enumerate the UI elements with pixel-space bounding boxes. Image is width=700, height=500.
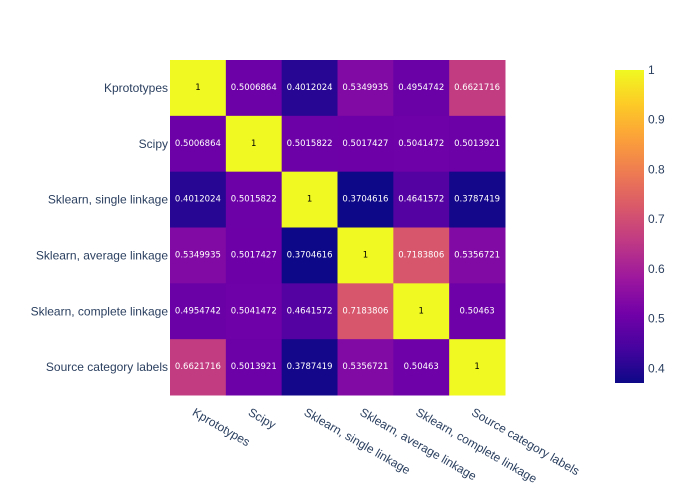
colorbar-tick-labels: 0.4 0.5 0.6 0.7 0.8 0.9 1	[648, 63, 665, 375]
heatmap-cell	[225, 115, 283, 173]
colorbar-tick-label: 0.6	[648, 262, 665, 276]
heatmap-cell-label: 0.5013921	[231, 362, 277, 372]
heatmap-cell	[393, 227, 450, 284]
heatmap-cell	[170, 283, 227, 340]
heatmap-cell-label: 0.5041472	[231, 306, 277, 316]
heatmap-cell	[170, 171, 227, 228]
heatmap-cell	[225, 227, 283, 284]
heatmap-cell	[337, 283, 394, 340]
heatmap-cell-label: 0.4641572	[287, 306, 333, 316]
heatmap-cell-label: 1	[195, 83, 200, 93]
colorbar-tick-label: 0.9	[648, 113, 665, 127]
heatmap-cell-label: 0.4954742	[398, 83, 444, 93]
heatmap-cell-label: 0.5006864	[175, 139, 221, 149]
y-tick-label: Sklearn, average linkage	[36, 248, 168, 262]
heatmap-cell	[225, 171, 283, 228]
heatmap-cell	[281, 60, 338, 117]
heatmap-cell	[337, 171, 394, 228]
heatmap-cell-label: 0.5356721	[454, 250, 500, 260]
heatmap-cell	[337, 60, 394, 117]
heatmap-cell-label: 1	[419, 306, 424, 316]
heatmap-cell-label: 0.4012024	[175, 195, 221, 205]
heatmap-cell	[337, 227, 394, 284]
heatmap-cell	[393, 283, 450, 340]
colorbar-tick-label: 0.5	[648, 312, 665, 326]
heatmap-cell	[449, 283, 506, 340]
heatmap-cell-label: 0.5349935	[175, 250, 221, 260]
heatmap-cell-label: 0.5006864	[231, 83, 277, 93]
heatmap-cell-labels: 1 0.5006864 0.4012024 0.5349935 0.4954742 0.6…	[175, 83, 500, 372]
heatmap-cell	[170, 227, 227, 284]
x-tick-label: Kprototypes	[190, 405, 252, 449]
heatmap-cell-label: 0.3704616	[287, 250, 333, 260]
y-tick-label: Source category labels	[46, 360, 168, 374]
heatmap-cell	[449, 227, 506, 284]
heatmap-cell	[225, 60, 283, 117]
y-tick-label: Sklearn, complete linkage	[31, 304, 169, 318]
heatmap-cell	[393, 60, 450, 117]
heatmap-cell-label: 0.7183806	[398, 250, 444, 260]
heatmap-cell-label: 0.6621716	[175, 362, 221, 372]
heatmap-cell-label: 0.7183806	[342, 306, 388, 316]
colorbar-tick-label: 0.7	[648, 212, 665, 226]
heatmap-cell	[449, 171, 506, 228]
colorbar-tick-label: 0.8	[648, 162, 665, 176]
heatmap-cell	[170, 115, 227, 173]
heatmap-cell-label: 0.50463	[404, 362, 439, 372]
heatmap-cell	[281, 227, 338, 284]
heatmap-cell-label: 1	[474, 362, 479, 372]
heatmap-cell-label: 1	[251, 139, 256, 149]
heatmap-cell	[393, 115, 450, 173]
heatmap-cell	[337, 115, 394, 173]
heatmap-cell-label: 0.3787419	[454, 195, 500, 205]
heatmap-cell-label: 0.5041472	[398, 139, 444, 149]
colorbar-tick-label: 0.4	[648, 361, 665, 375]
heatmap-cell-label: 0.6621716	[454, 83, 500, 93]
heatmap-cell-label: 1	[307, 195, 312, 205]
y-tick-label: Kprototypes	[104, 81, 168, 95]
heatmap-cell	[281, 115, 338, 173]
heatmap-cell	[225, 283, 283, 340]
heatmap-cell-label: 0.3787419	[287, 362, 333, 372]
heatmap-cell-label: 0.5013921	[454, 139, 500, 149]
heatmap-cell	[225, 339, 283, 396]
x-tick-label: Scipy	[246, 405, 278, 432]
colorbar-gradient	[615, 70, 644, 383]
heatmap-cell-label: 0.4641572	[398, 195, 444, 205]
colorbar: 0.4 0.5 0.6 0.7 0.8 0.9 1	[615, 63, 665, 383]
heatmap-cell	[281, 283, 338, 340]
heatmap-cell	[281, 339, 338, 396]
heatmap-cell-label: 1	[363, 250, 368, 260]
y-tick-label: Sklearn, single linkage	[48, 193, 168, 207]
heatmap-cell	[393, 339, 450, 396]
heatmap-cell	[449, 60, 506, 117]
heatmap-cell	[393, 171, 450, 228]
heatmap-cell-label: 0.5015822	[231, 195, 277, 205]
heatmap-cell-label: 0.3704616	[342, 195, 388, 205]
heatmap-cell-label: 0.5356721	[342, 362, 388, 372]
heatmap-cell-label: 0.4012024	[287, 83, 333, 93]
heatmap-cell-label: 0.5015822	[287, 139, 333, 149]
heatmap-cell-label: 0.50463	[460, 306, 495, 316]
y-axis-tick-labels: Kprototypes Scipy Sklearn, single linkage S…	[31, 81, 169, 374]
heatmap-cell-label: 0.5349935	[342, 83, 388, 93]
heatmap-cell	[337, 339, 394, 396]
heatmap-cells	[170, 60, 506, 396]
y-tick-label: Scipy	[139, 137, 168, 151]
heatmap-cell	[170, 339, 227, 396]
heatmap-cell	[170, 60, 227, 117]
colorbar-tick-label: 1	[648, 63, 655, 77]
heatmap-cell-label: 0.5017427	[231, 250, 277, 260]
heatmap-cell	[281, 171, 338, 228]
heatmap-cell	[449, 339, 506, 396]
heatmap-cell-label: 0.4954742	[175, 306, 221, 316]
heatmap-cell-label: 0.5017427	[342, 139, 388, 149]
heatmap-cell	[449, 115, 506, 173]
